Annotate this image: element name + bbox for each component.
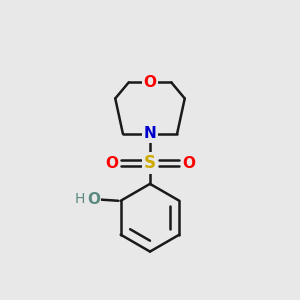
- Text: O: O: [105, 156, 118, 171]
- Text: O: O: [182, 156, 195, 171]
- Text: S: S: [144, 154, 156, 172]
- Text: H: H: [75, 192, 85, 206]
- Text: O: O: [87, 192, 100, 207]
- Text: N: N: [144, 126, 156, 141]
- Text: O: O: [143, 75, 157, 90]
